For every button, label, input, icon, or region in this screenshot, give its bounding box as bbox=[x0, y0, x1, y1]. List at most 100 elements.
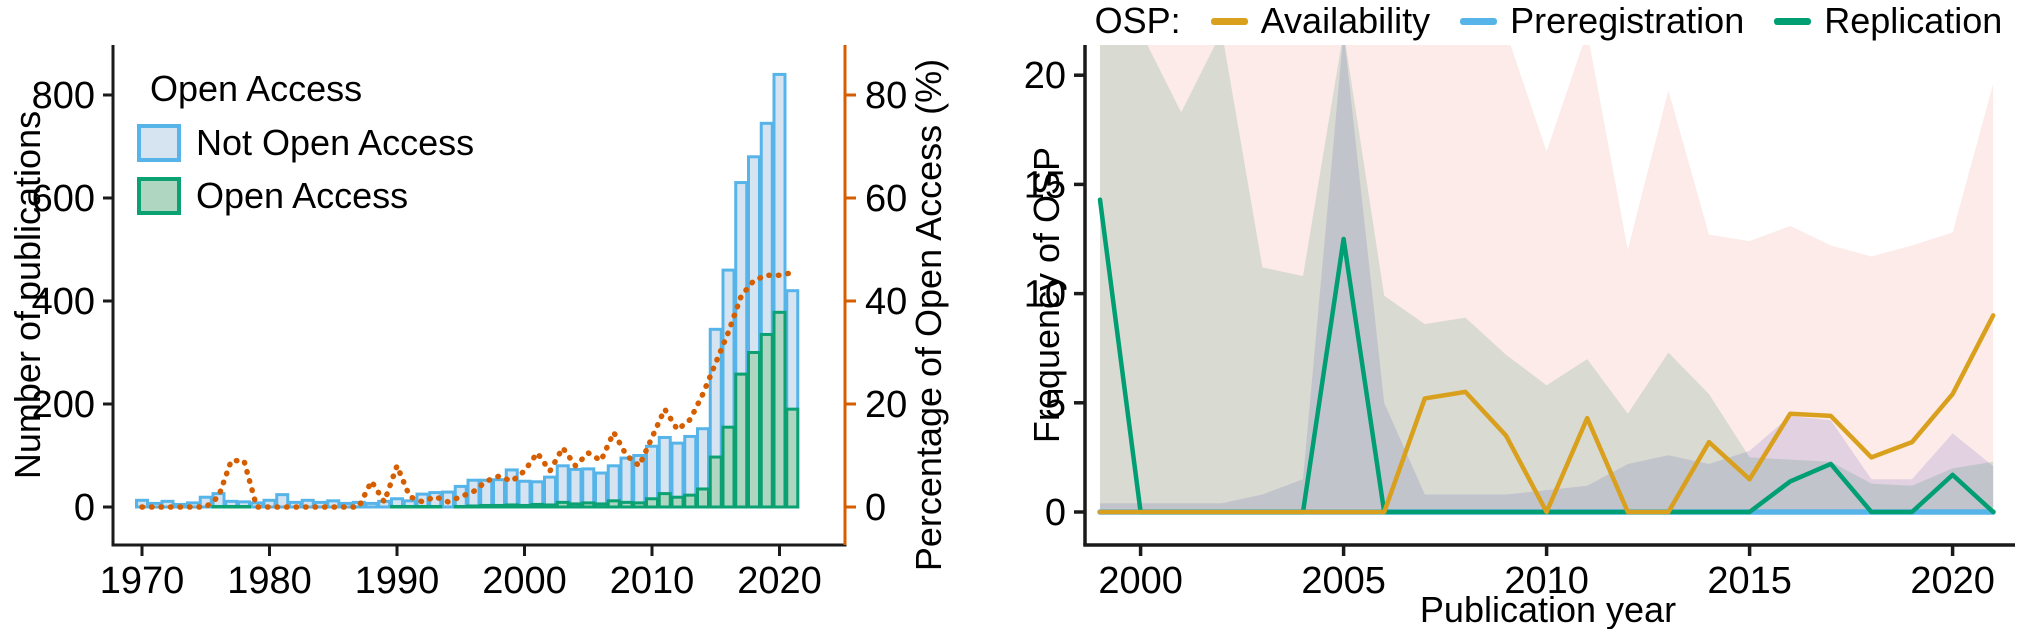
bar-open-access bbox=[415, 504, 430, 509]
y2-tick-label: 0 bbox=[865, 487, 886, 529]
bar-open-access bbox=[555, 500, 570, 509]
bar-open-access bbox=[785, 407, 800, 509]
bar-open-access bbox=[606, 499, 621, 509]
bar-open-access bbox=[466, 504, 481, 509]
legend-item-open-access: Open Access bbox=[137, 175, 474, 217]
x-tick-label: 2000 bbox=[482, 560, 567, 602]
bar-not-open-access bbox=[364, 501, 379, 509]
legend-label: Preregistration bbox=[1510, 0, 1745, 41]
x-tick-label: 2010 bbox=[610, 560, 695, 602]
bar-open-access bbox=[759, 332, 774, 509]
x-tick-label: 2000 bbox=[1098, 560, 1183, 602]
legend-title: OSP: bbox=[1094, 0, 1181, 41]
bar-open-access bbox=[492, 503, 506, 509]
bar-not-open-access bbox=[568, 467, 583, 509]
bar-open-access bbox=[428, 504, 443, 509]
bar-not-open-access bbox=[517, 479, 532, 509]
bar-series bbox=[135, 72, 800, 509]
y-tick-label: 15 bbox=[1024, 164, 1066, 206]
bar-open-access bbox=[568, 502, 583, 509]
bar-open-access bbox=[683, 493, 698, 509]
bar-open-access bbox=[237, 504, 251, 509]
bar-not-open-access bbox=[275, 493, 290, 509]
bar-open-access bbox=[543, 503, 557, 509]
y-tick-label: 10 bbox=[1024, 274, 1066, 316]
legend-label: Open Access bbox=[196, 175, 409, 216]
left-chart-y-axis-title: Number of publications bbox=[7, 110, 48, 480]
osp-legend: OSP: Availability Preregistration Replic… bbox=[1085, 0, 2012, 42]
legend-title: Open Access bbox=[150, 68, 363, 109]
legend-label: Not Open Access bbox=[196, 122, 475, 163]
open-access-legend: Open Access Not Open Access Open Access bbox=[137, 68, 474, 228]
bar-open-access bbox=[211, 504, 226, 509]
bar-not-open-access bbox=[492, 478, 506, 509]
availability-dash-icon bbox=[1210, 17, 1248, 25]
y2-tick-label: 20 bbox=[865, 384, 907, 426]
bar-not-open-access bbox=[543, 475, 557, 509]
y2-tick-label: 40 bbox=[865, 281, 907, 323]
bar-open-access bbox=[479, 503, 494, 509]
x-tick-label: 2005 bbox=[1301, 560, 1386, 602]
preregistration-ci-band bbox=[1100, 45, 1994, 512]
x-tick-label: 1990 bbox=[355, 560, 440, 602]
right-chart-y-axis-title: Frequency of OSP bbox=[1026, 146, 1067, 444]
bar-open-access bbox=[734, 372, 749, 509]
right-chart-x-axis-title: Publication year bbox=[1419, 589, 1677, 629]
bar-open-access bbox=[772, 310, 787, 509]
osp-lines bbox=[1097, 197, 1996, 515]
bar-not-open-access bbox=[581, 467, 596, 509]
y-tick-label: 800 bbox=[32, 75, 95, 117]
x-tick-label: 1980 bbox=[227, 560, 312, 602]
y2-tick-label: 80 bbox=[865, 75, 907, 117]
bar-not-open-access bbox=[555, 464, 570, 509]
bar-open-access bbox=[453, 504, 468, 509]
bar-open-access bbox=[581, 501, 596, 509]
replication-ci-band bbox=[1100, 45, 1994, 512]
bar-open-access bbox=[594, 502, 608, 509]
bar-open-access bbox=[721, 425, 736, 509]
left-chart-right-y-axis-title: Percentage of Open Access (%) bbox=[908, 58, 949, 572]
y2-tick-label: 60 bbox=[865, 178, 907, 220]
legend-item-not-open-access: Not Open Access bbox=[137, 122, 474, 164]
y-tick-label: 5 bbox=[1045, 383, 1066, 425]
bar-open-access bbox=[390, 504, 404, 509]
preregistration-dash-icon bbox=[1460, 17, 1498, 25]
y-tick-label: 600 bbox=[32, 178, 95, 220]
y-tick-label: 0 bbox=[1045, 492, 1066, 534]
x-tick-label: 2020 bbox=[1910, 560, 1995, 602]
bar-open-access bbox=[708, 455, 723, 509]
bar-open-access bbox=[517, 503, 532, 509]
bar-not-open-access bbox=[504, 468, 519, 509]
bar-open-access bbox=[504, 503, 519, 509]
y-tick-label: 0 bbox=[74, 487, 95, 529]
bar-open-access bbox=[696, 487, 710, 509]
legend-item-preregistration: Preregistration bbox=[1460, 0, 1744, 42]
x-tick-label: 1970 bbox=[100, 560, 185, 602]
y-tick-label: 20 bbox=[1024, 55, 1066, 97]
bar-not-open-access bbox=[160, 499, 175, 509]
legend-item-replication: Replication bbox=[1774, 0, 2002, 42]
bar-open-access bbox=[632, 501, 647, 509]
legend-label: Replication bbox=[1824, 0, 2003, 41]
bar-open-access bbox=[747, 351, 761, 509]
y-tick-label: 400 bbox=[32, 281, 95, 323]
availability-line bbox=[1097, 313, 1996, 515]
left-chart: 0 200 400 600 800 0 20 40 60 80 1970 1980 1990 2000 20… bbox=[32, 45, 907, 602]
not-open-access-swatch bbox=[137, 124, 181, 162]
x-tick-label: 2010 bbox=[1504, 560, 1589, 602]
right-chart: 0 5 10 15 20 2000 2005 2010 2015 2020 bbox=[1024, 45, 2015, 602]
bar-not-open-access bbox=[594, 471, 608, 509]
x-tick-label: 2015 bbox=[1707, 560, 1792, 602]
legend-item-availability: Availability bbox=[1210, 0, 1431, 42]
availability-ci-band bbox=[1100, 45, 1994, 512]
bar-open-access bbox=[670, 495, 685, 509]
legend-label: Availability bbox=[1260, 0, 1431, 41]
replication-dash-icon bbox=[1774, 17, 1812, 25]
bar-open-access bbox=[645, 497, 659, 509]
bar-open-access bbox=[619, 500, 634, 509]
ci-bands bbox=[1100, 45, 1994, 512]
bar-open-access bbox=[224, 504, 239, 509]
bar-open-access bbox=[530, 502, 545, 509]
